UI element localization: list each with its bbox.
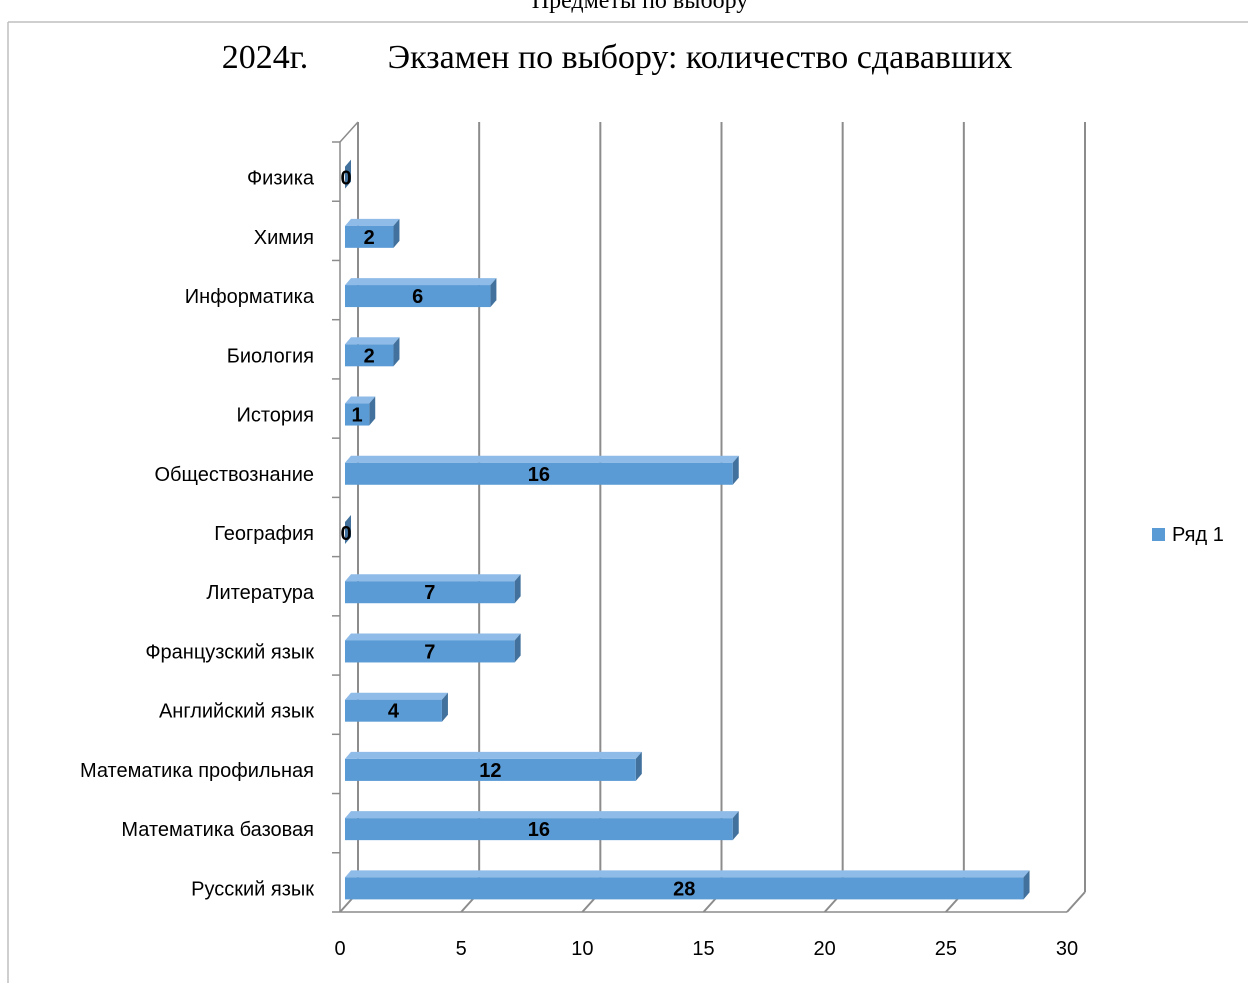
bar-side-face bbox=[514, 633, 521, 663]
bar-top-face bbox=[345, 574, 521, 582]
category-label: История bbox=[236, 405, 314, 427]
bar-side-face bbox=[732, 455, 739, 485]
bar bbox=[345, 699, 442, 722]
x-tick-label: 30 bbox=[1056, 938, 1078, 960]
bar bbox=[345, 818, 733, 841]
data-label: 16 bbox=[528, 464, 550, 486]
axis-layer: 0 5 10 15 20 25 30 bbox=[332, 121, 1078, 960]
category-label: Физика bbox=[247, 168, 315, 190]
bar-side-face bbox=[514, 574, 521, 604]
data-label: 7 bbox=[424, 641, 435, 663]
category-label: Французский язык bbox=[145, 641, 314, 663]
data-label: 2 bbox=[364, 345, 375, 367]
y-axis-top-edge bbox=[339, 121, 359, 143]
category-label: Русский язык bbox=[191, 878, 314, 900]
bar bbox=[345, 758, 636, 781]
bar-top-face bbox=[345, 455, 739, 463]
chart-title: Экзамен по выбору: количество сдававших bbox=[388, 39, 1013, 76]
category-label: Математика профильная bbox=[80, 760, 314, 782]
grid-layer bbox=[339, 122, 1086, 913]
bar bbox=[345, 877, 1024, 900]
bar-top-face bbox=[345, 751, 642, 759]
bar-side-face bbox=[393, 337, 400, 367]
bar bbox=[345, 225, 394, 248]
bar-top-face bbox=[345, 692, 448, 700]
data-label: 6 bbox=[412, 286, 423, 308]
bar-side-face bbox=[369, 396, 376, 426]
x-tick-label: 5 bbox=[456, 938, 467, 960]
category-label: Обществознание bbox=[154, 464, 314, 486]
bar bbox=[345, 462, 733, 485]
legend-label: Ряд 1 bbox=[1172, 524, 1224, 546]
data-label: 7 bbox=[424, 582, 435, 604]
bar-top-face bbox=[345, 337, 400, 345]
x-tick-label: 0 bbox=[334, 938, 345, 960]
bar-side-face bbox=[345, 159, 351, 189]
bar-side-face bbox=[345, 515, 351, 544]
data-label: 4 bbox=[388, 701, 400, 723]
category-label: Биология bbox=[227, 345, 314, 367]
bar-top-face bbox=[345, 811, 739, 819]
bar bbox=[345, 581, 515, 604]
x-tick-label: 20 bbox=[814, 938, 836, 960]
legend: Ряд 1 bbox=[1152, 524, 1224, 546]
data-label: 0 bbox=[340, 168, 351, 190]
bar-top-face bbox=[345, 870, 1030, 878]
bar-top-face bbox=[345, 396, 376, 404]
data-label: 28 bbox=[673, 878, 695, 900]
category-label: Математика базовая bbox=[121, 819, 314, 841]
x-tick-label: 15 bbox=[692, 938, 714, 960]
bar-top-face bbox=[345, 218, 400, 226]
data-label: 0 bbox=[340, 523, 351, 545]
bar-top-face bbox=[345, 633, 521, 641]
floor-tick-30 bbox=[1066, 891, 1086, 913]
category-label: Информатика bbox=[185, 286, 315, 308]
bar-side-face bbox=[1023, 870, 1030, 900]
category-label: Химия bbox=[254, 227, 314, 249]
bars-layer bbox=[345, 159, 1030, 900]
bar-side-face bbox=[635, 751, 642, 781]
category-label: Английский язык bbox=[159, 701, 314, 723]
bar-side-face bbox=[490, 278, 497, 308]
data-label: 1 bbox=[352, 405, 363, 427]
data-label: 12 bbox=[479, 760, 501, 782]
data-label: 16 bbox=[528, 819, 550, 841]
bar bbox=[345, 285, 491, 308]
bar-side-face bbox=[441, 692, 448, 722]
bar bbox=[345, 344, 394, 367]
bar bbox=[345, 640, 515, 663]
caption-above: Предметы по выбору bbox=[532, 0, 749, 14]
x-tick-label: 25 bbox=[935, 938, 957, 960]
legend-swatch bbox=[1152, 528, 1165, 541]
x-tick-label: 10 bbox=[571, 938, 593, 960]
bar-side-face bbox=[732, 811, 739, 841]
data-label: 2 bbox=[364, 227, 375, 249]
category-label: Литература bbox=[206, 582, 314, 604]
chart-year: 2024г. bbox=[222, 39, 309, 76]
bar-top-face bbox=[345, 278, 497, 286]
bar-side-face bbox=[393, 218, 400, 248]
bar bbox=[345, 403, 370, 426]
category-label: География bbox=[214, 523, 314, 545]
